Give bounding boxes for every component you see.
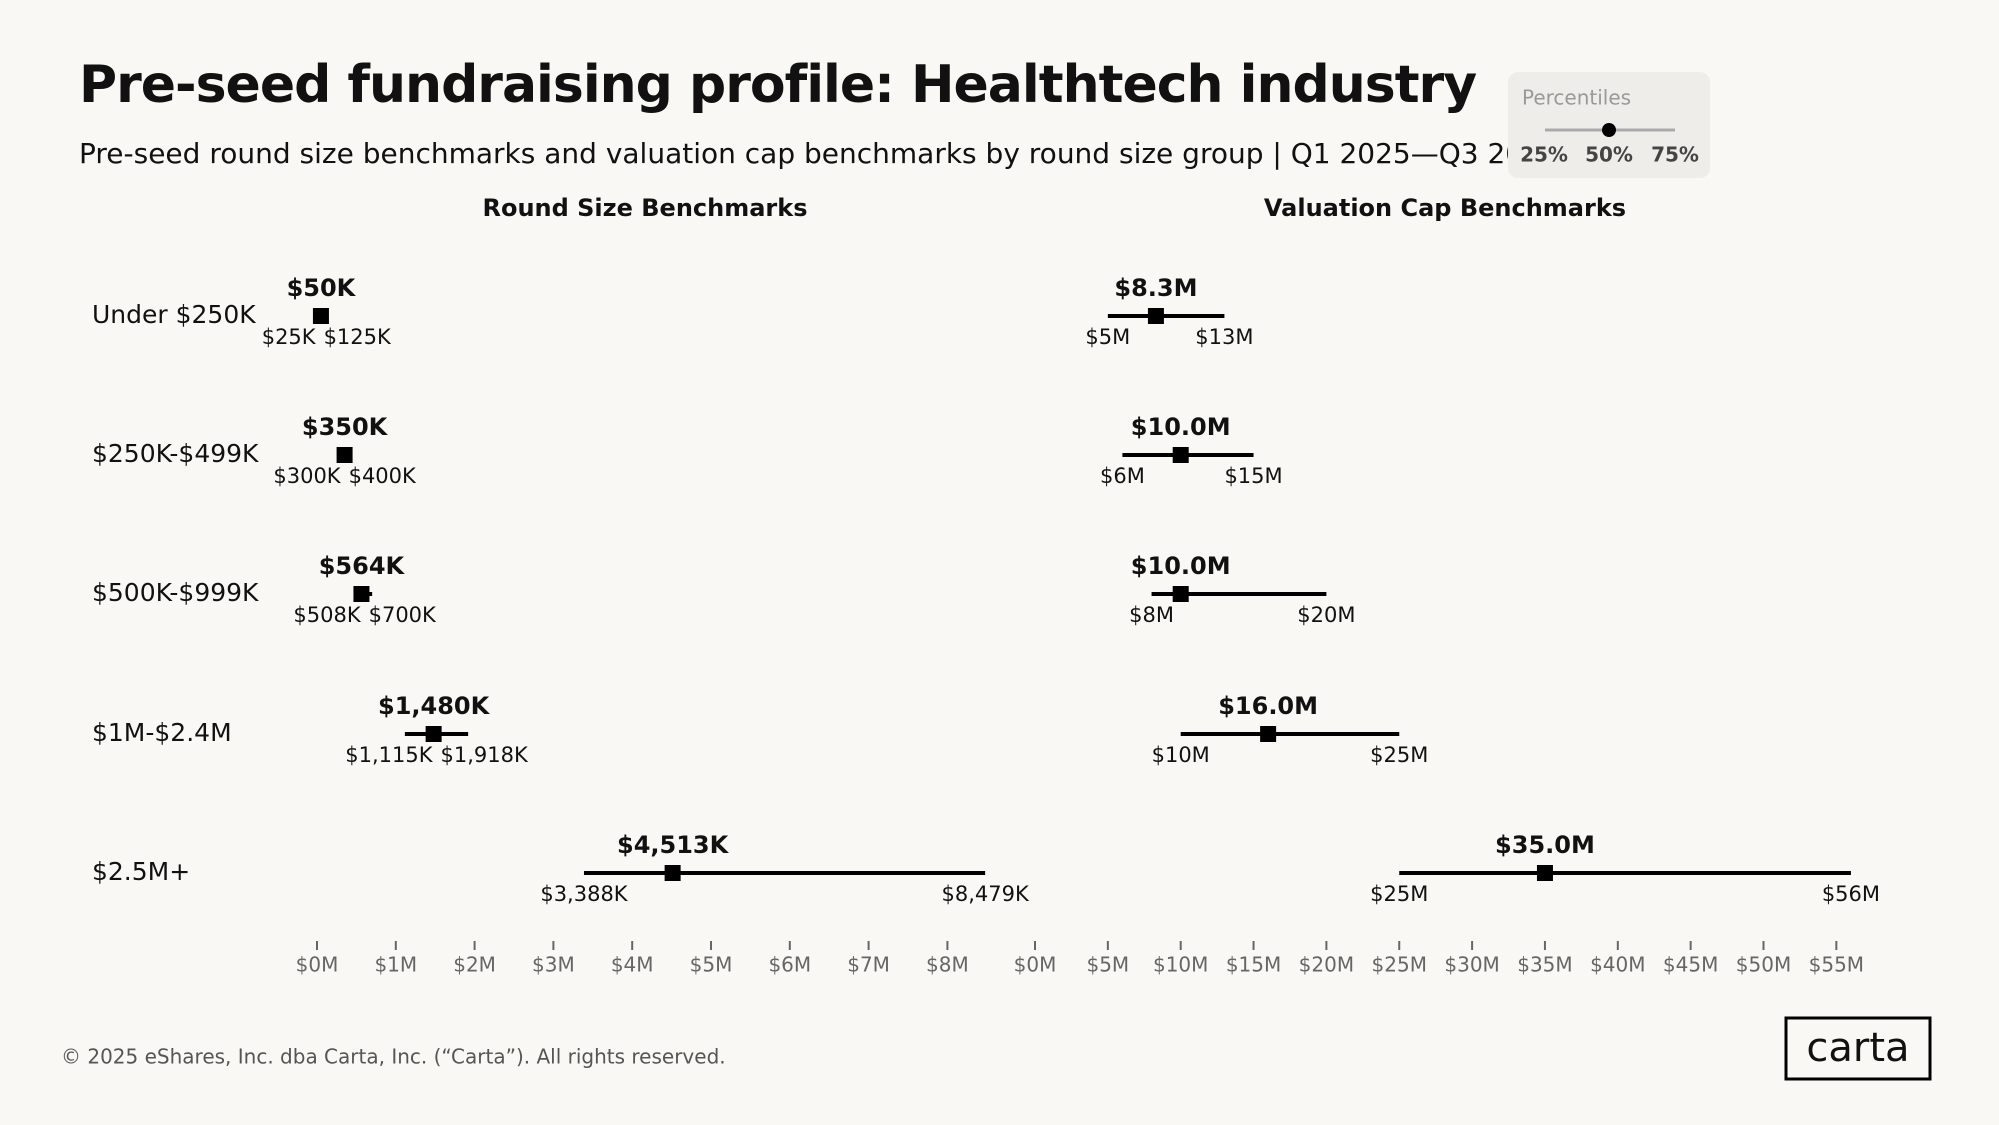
median-label: $1,480K: [378, 692, 491, 720]
x-tick-label: $6M: [768, 953, 811, 977]
median-marker: [1147, 308, 1164, 324]
subtitle: Pre-seed round size benchmarks and valua…: [79, 137, 1559, 170]
p25-label: $300K: [273, 464, 341, 488]
median-label: $564K: [319, 552, 406, 580]
legend-knob: [1602, 123, 1616, 137]
p25-label: $25M: [1370, 882, 1428, 906]
logo-box: [1784, 1016, 1932, 1081]
median-label: $4,513K: [617, 831, 730, 859]
x-tick-label: $40M: [1590, 953, 1645, 977]
median-marker: [1260, 726, 1277, 742]
legend-label: 75%: [1651, 143, 1699, 167]
p75-label: $125K: [324, 325, 392, 349]
median-marker: [664, 865, 681, 881]
median-label: $35.0M: [1495, 831, 1595, 859]
x-tick-label: $5M: [690, 953, 733, 977]
median-marker: [425, 726, 442, 742]
chart-title: Round Size Benchmarks: [482, 194, 807, 222]
x-tick-label: $7M: [847, 953, 890, 977]
p25-label: $1,115K: [345, 743, 433, 767]
median-marker: [1536, 865, 1553, 881]
logo: carta: [1806, 1025, 1909, 1071]
median-label: $16.0M: [1218, 692, 1318, 720]
chart-title: Valuation Cap Benchmarks: [1264, 194, 1626, 222]
page-title: Pre-seed fundraising profile: Healthtech…: [79, 55, 1476, 115]
p25-label: $3,388K: [540, 882, 628, 906]
p75-label: $20M: [1297, 603, 1355, 627]
p75-label: $400K: [349, 464, 417, 488]
p25-label: $10M: [1152, 743, 1210, 767]
median-marker: [1172, 447, 1189, 463]
legend-label: 50%: [1585, 143, 1633, 167]
x-tick-label: $1M: [374, 953, 417, 977]
x-tick-label: $55M: [1809, 953, 1864, 977]
median-marker: [312, 308, 329, 324]
p75-label: $15M: [1224, 464, 1282, 488]
legend-title: Percentiles: [1522, 86, 1631, 110]
x-tick-label: $20M: [1299, 953, 1354, 977]
median-marker: [353, 586, 370, 602]
p75-label: $700K: [369, 603, 437, 627]
x-tick-label: $3M: [532, 953, 575, 977]
x-tick-label: $5M: [1086, 953, 1129, 977]
p25-label: $508K: [293, 603, 361, 627]
x-tick-label: $8M: [926, 953, 969, 977]
category-label: $250K-$499K: [92, 439, 259, 468]
median-label: $8.3M: [1114, 274, 1197, 302]
median-label: $10.0M: [1131, 413, 1231, 441]
category-label: $500K-$999K: [92, 578, 259, 607]
x-tick-label: $0M: [1014, 953, 1057, 977]
median-label: $50K: [287, 274, 357, 302]
category-label: Under $250K: [92, 300, 256, 329]
category-label: $2.5M+: [92, 857, 190, 886]
p75-label: $1,918K: [441, 743, 529, 767]
p75-label: $8,479K: [942, 882, 1030, 906]
x-tick-label: $35M: [1517, 953, 1572, 977]
p25-label: $8M: [1129, 603, 1174, 627]
category-label: $1M-$2.4M: [92, 718, 232, 747]
x-tick-label: $4M: [611, 953, 654, 977]
median-marker: [336, 447, 353, 463]
p25-label: $5M: [1085, 325, 1130, 349]
median-marker: [1172, 586, 1189, 602]
x-tick-label: $10M: [1153, 953, 1208, 977]
x-tick-label: $30M: [1444, 953, 1499, 977]
x-tick-label: $25M: [1372, 953, 1427, 977]
footer: © 2025 eShares, Inc. dba Carta, Inc. (“C…: [61, 1045, 726, 1069]
legend-label: 25%: [1520, 143, 1568, 167]
p75-label: $25M: [1370, 743, 1428, 767]
median-label: $350K: [302, 413, 389, 441]
p75-label: $56M: [1822, 882, 1880, 906]
x-tick-label: $15M: [1226, 953, 1281, 977]
p75-label: $13M: [1195, 325, 1253, 349]
x-tick-label: $0M: [296, 953, 339, 977]
x-tick-label: $50M: [1736, 953, 1791, 977]
x-tick-label: $45M: [1663, 953, 1718, 977]
p25-label: $25K: [262, 325, 317, 349]
p25-label: $6M: [1100, 464, 1145, 488]
x-tick-label: $2M: [453, 953, 496, 977]
median-label: $10.0M: [1131, 552, 1231, 580]
